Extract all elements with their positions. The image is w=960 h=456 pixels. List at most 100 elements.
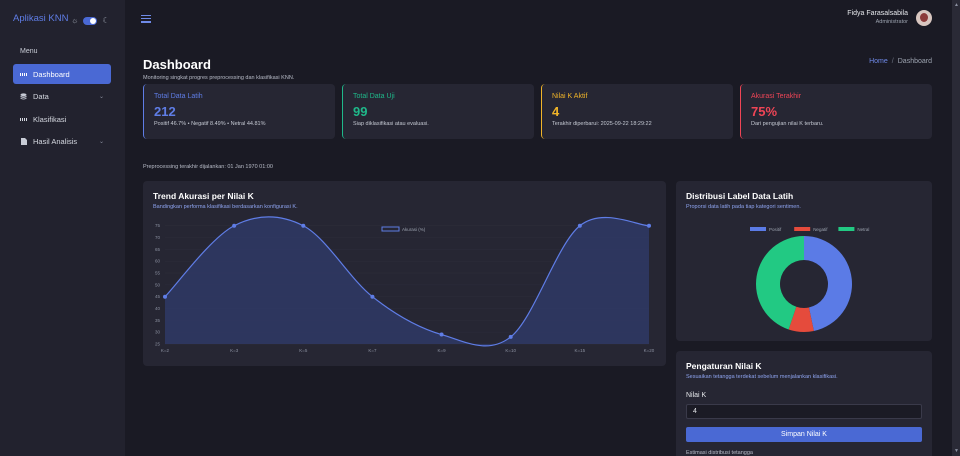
panel-subtitle: Proporsi data latih pada tiap kategori s… (686, 204, 801, 210)
stat-value: 75% (751, 104, 778, 119)
sidebar-item-hasil-analisis[interactable]: Hasil Analisis ⌄ (13, 132, 111, 152)
stat-card-total-data-latih: Total Data Latih 212 Positif 46.7% • Neg… (143, 84, 335, 139)
page-scrollbar[interactable]: ▲ ▼ (952, 0, 960, 456)
legend-swatch (794, 227, 811, 231)
sidebar-item-label: Klasifikasi (33, 114, 67, 124)
stat-description: Dari pengujian nilai K terbaru. (751, 121, 824, 127)
x-tick-label: K=10 (505, 348, 516, 353)
stat-value: 4 (552, 104, 560, 119)
pie-slice-positif[interactable] (804, 236, 852, 331)
x-tick-label: K=20 (644, 348, 655, 353)
data-point[interactable] (370, 294, 375, 299)
scroll-down-icon[interactable]: ▼ (954, 448, 959, 454)
data-point[interactable] (232, 223, 237, 228)
y-tick-label: 35 (155, 318, 161, 323)
stat-value: 212 (154, 104, 176, 119)
stat-card-total-data-uji: Total Data Uji 99 Siap diklasifikasi ata… (342, 84, 534, 139)
distribution-chart: Positif Negatif Netral (750, 227, 869, 332)
theme-switch[interactable] (83, 17, 98, 25)
save-nilai-k-button[interactable]: Simpan Nilai K (686, 427, 922, 442)
chart-legend: Positif Negatif Netral (750, 227, 869, 232)
page-subtitle: Monitoring singkat progres preprocessing… (143, 75, 295, 81)
nilai-k-label: Nilai K (686, 392, 707, 399)
x-tick-label: K=5 (299, 348, 308, 353)
cut-off-text: Estimasi distribusi tetangga (686, 450, 753, 456)
y-tick-label: 70 (155, 235, 161, 240)
data-point[interactable] (577, 223, 582, 228)
panel-title: Distribusi Label Data Latih (686, 191, 794, 201)
sidebar-item-klasifikasi[interactable]: Klasifikasi (13, 109, 111, 129)
page-title: Dashboard (143, 57, 211, 72)
x-tick-label: K=7 (368, 348, 377, 353)
breadcrumb-separator: / (891, 58, 894, 65)
user-role: Administrator (875, 19, 908, 25)
stat-value: 99 (353, 104, 368, 119)
chevron-down-icon: ⌄ (98, 138, 104, 145)
distribution-panel: Distribusi Label Data Latih Proporsi dat… (676, 181, 932, 341)
x-tick-label: K=9 (438, 348, 447, 353)
y-tick-label: 75 (155, 223, 161, 228)
breadcrumb-home[interactable]: Home (869, 58, 888, 65)
menu-toggle-icon[interactable] (141, 15, 151, 25)
legend-label: Negatif (813, 227, 828, 232)
data-point[interactable] (163, 294, 167, 299)
y-tick-label: 50 (155, 282, 161, 287)
x-tick-label: K=2 (161, 348, 170, 353)
trend-panel: Trend Akurasi per Nilai K Bandingkan per… (143, 181, 666, 366)
stat-description: Terakhir diperbarui: 2025-09-22 18:29:22 (552, 121, 652, 127)
document-icon (20, 138, 27, 145)
pie-slice-netral[interactable] (756, 236, 804, 330)
y-tick-label: 40 (155, 306, 161, 311)
sidebar-item-data[interactable]: Data ⌄ (13, 87, 111, 107)
data-point[interactable] (439, 332, 444, 337)
stat-description: Siap diklasifikasi atau evaluasi. (353, 121, 429, 127)
app-brand[interactable]: Aplikasi KNN (13, 13, 69, 24)
panel-subtitle: Sesuaikan tetangga terdekat sebelum menj… (686, 374, 838, 380)
sidebar-item-dashboard[interactable]: Dashboard (13, 64, 111, 84)
data-point[interactable] (301, 223, 306, 228)
user-name: Fidya Farasalsabila (847, 10, 908, 17)
data-point[interactable] (508, 334, 513, 339)
stat-description: Positif 46.7% • Negatif 8.49% • Netral 4… (154, 121, 266, 127)
grid-icon (20, 116, 27, 123)
chevron-down-icon: ⌄ (98, 93, 104, 100)
preprocessing-info: Preprocessing terakhir dijalankan: 01 Ja… (143, 164, 273, 170)
pie-slice-negatif[interactable] (788, 306, 814, 332)
legend-label: Akurasi (%) (402, 227, 426, 232)
y-tick-label: 55 (155, 271, 161, 276)
database-icon (20, 93, 27, 100)
scroll-up-icon[interactable]: ▲ (954, 2, 959, 8)
data-point[interactable] (647, 223, 651, 228)
y-tick-label: 25 (155, 342, 161, 347)
menu-label: Menu (20, 48, 38, 55)
breadcrumb: Home / Dashboard (869, 58, 932, 65)
sidebar-item-label: Hasil Analisis (33, 137, 78, 146)
y-tick-label: 65 (155, 247, 161, 252)
nilai-k-input[interactable]: 4 (686, 404, 922, 419)
y-tick-label: 60 (155, 259, 161, 264)
stat-card-akurasi-terakhir: Akurasi Terakhir 75% Dari pengujian nila… (740, 84, 932, 139)
theme-toggle[interactable]: ☼ ☾ (71, 16, 110, 26)
sun-icon: ☼ (71, 16, 79, 25)
panel-title: Trend Akurasi per Nilai K (153, 191, 254, 201)
panel-title: Pengaturan Nilai K (686, 361, 762, 371)
stat-title: Total Data Latih (154, 93, 203, 100)
moon-icon: ☾ (102, 16, 110, 25)
breadcrumb-current: Dashboard (897, 58, 932, 65)
x-tick-label: K=3 (230, 348, 239, 353)
chart-legend: Akurasi (%) (381, 226, 426, 232)
sidebar-nav: Dashboard Data ⌄ Klasifikasi Hasil Anali… (13, 64, 111, 154)
y-tick-label: 30 (155, 330, 161, 335)
grid-icon (20, 71, 27, 78)
sidebar: Aplikasi KNN ☼ ☾ Menu Dashboard Data ⌄ K… (0, 0, 125, 456)
stat-card-nilai-k-aktif: Nilai K Aktif 4 Terakhir diperbarui: 202… (541, 84, 733, 139)
user-info[interactable]: Fidya Farasalsabila Administrator (847, 10, 908, 25)
stat-title: Total Data Uji (353, 93, 395, 100)
sidebar-item-label: Data (33, 92, 49, 101)
stat-title: Nilai K Aktif (552, 93, 588, 100)
avatar[interactable] (916, 10, 932, 26)
legend-swatch (838, 227, 855, 231)
settings-panel: Pengaturan Nilai K Sesuaikan tetangga te… (676, 351, 932, 456)
legend-label: Positif (769, 227, 782, 232)
legend-swatch (381, 226, 400, 232)
